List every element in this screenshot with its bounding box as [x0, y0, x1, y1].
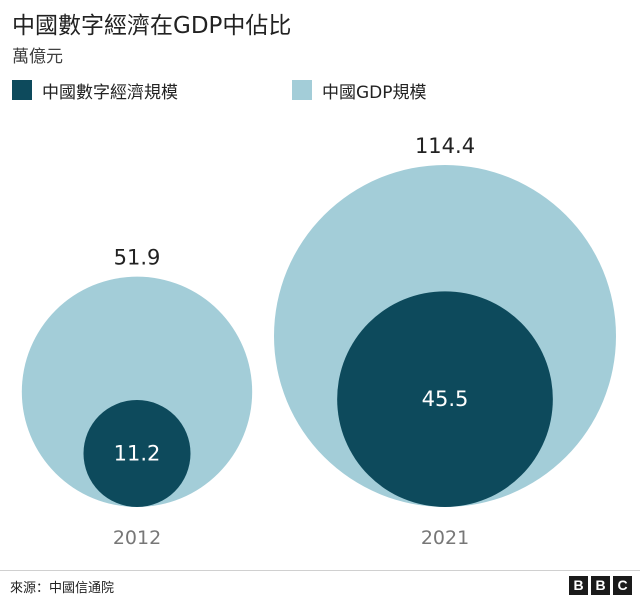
gdp-bubble-2012: [21, 276, 253, 507]
digital-economy-value-label-2012: 11.2: [114, 441, 161, 465]
legend-label-gdp: 中國GDP規模: [322, 82, 427, 103]
legend-swatch-gdp: [292, 80, 312, 100]
digital-economy-bubble-2012: [83, 399, 191, 507]
gdp-value-label-2021: 114.4: [415, 134, 475, 158]
legend-label-digital-economy: 中國數字經濟規模: [42, 82, 178, 103]
year-label-2021: 2021: [421, 527, 469, 549]
bubble-chart: 51.9 11.2 2012 114.4 45.5 2021: [21, 134, 616, 549]
bbc-logo-letter: C: [613, 576, 632, 595]
footer-divider: [0, 570, 640, 571]
source-note: 來源：中國信通院: [10, 581, 115, 596]
year-label-2012: 2012: [113, 527, 161, 549]
digital-economy-bubble-2021: [337, 291, 553, 507]
legend-item-digital-economy: 中國數字經濟規模: [12, 79, 178, 103]
bbc-logo-letter: B: [591, 576, 610, 595]
chart-title: 中國數字經濟在GDP中佔比: [12, 13, 292, 39]
legend-swatch-digital-economy: [12, 80, 32, 100]
bbc-logo-letter: B: [569, 576, 588, 595]
bbc-logo: B B C: [569, 576, 632, 595]
gdp-value-label-2012: 51.9: [114, 246, 161, 270]
chart-subtitle: 萬億元: [12, 47, 63, 67]
digital-economy-value-label-2021: 45.5: [422, 387, 469, 411]
legend-item-gdp: 中國GDP規模: [292, 79, 427, 103]
